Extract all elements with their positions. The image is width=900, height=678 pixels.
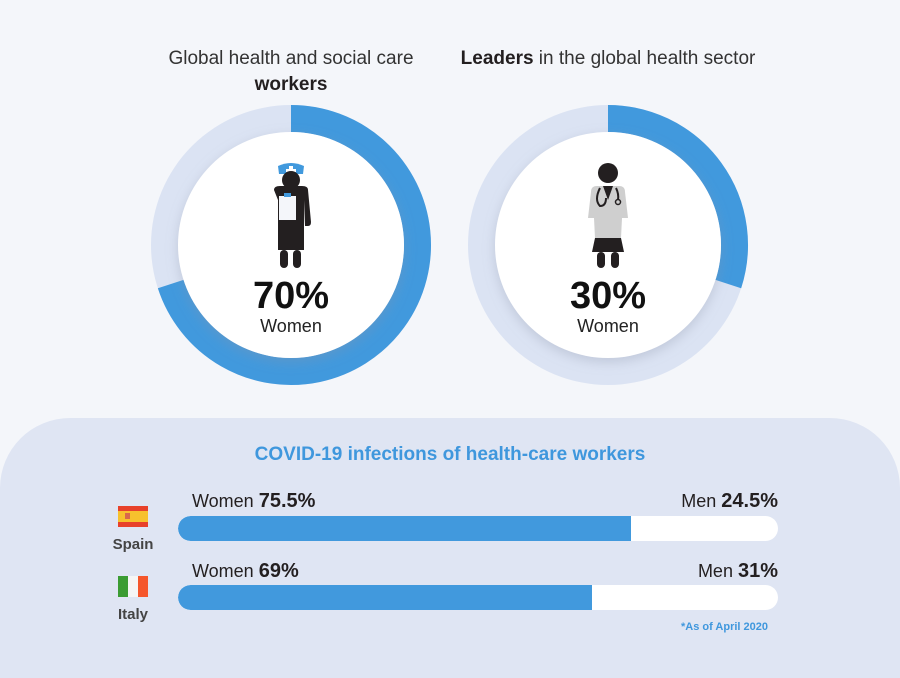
bar-fill-women-italy [178,585,592,610]
title-bold: workers [254,74,328,95]
italy-flag-icon [118,576,148,597]
country-italy: Italy [117,606,148,623]
covid-panel [0,418,900,678]
country-spain: Spain [112,536,154,553]
value: 75.5% [258,490,316,512]
donut-sub-workers: Women [260,316,322,336]
nurse-icon [274,163,311,268]
value: 69% [258,560,299,582]
value: 24.5% [721,490,778,512]
label: Men [681,491,717,511]
spain-flag-icon [118,506,148,527]
footnote: *As of April 2020 [680,621,768,633]
donut-arc-women [607,105,748,289]
men-label-italy: Men 31% [698,560,778,583]
label: Women [192,561,254,581]
bar-spain [178,516,778,541]
title-text: in the global health sector [533,48,756,69]
panel-title: COVID-19 infections of health-care worke… [254,444,646,465]
label: Men [697,561,733,581]
women-label-spain: Women 75.5% [192,490,315,513]
value: 31% [737,560,778,582]
doctor-icon [588,163,628,268]
bar-italy [178,585,778,610]
donut-charts [151,105,748,385]
donut-value-workers: 70% [252,275,330,317]
donut-title-leaders: Leaders in the global health sector [458,46,758,72]
donut-title-workers: Global health and social care workers [141,46,441,98]
label: Women [192,491,254,511]
men-label-spain: Men 24.5% [681,490,778,513]
donut-value-leaders: 30% [569,275,647,317]
title-bold: Leaders [460,48,534,69]
bar-fill-women-spain [178,516,631,541]
donut-sub-leaders: Women [577,316,639,336]
donut-arc-women [157,105,431,385]
title-text: Global health and social care [168,48,414,69]
women-label-italy: Women 69% [192,560,299,583]
